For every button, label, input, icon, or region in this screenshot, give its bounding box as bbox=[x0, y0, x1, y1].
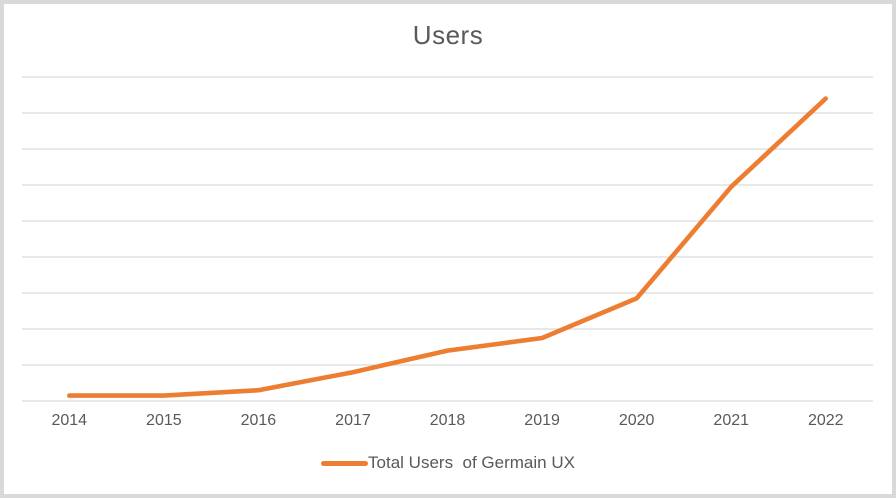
x-axis: 2014 2015 2016 2017 2018 2019 2020 2021 … bbox=[22, 412, 873, 430]
x-axis-label-2020: 2020 bbox=[618, 412, 655, 429]
x-axis-label-2015: 2015 bbox=[146, 412, 182, 429]
chart-legend: Total Users of Germain UX bbox=[0, 453, 896, 473]
x-axis-label-2019: 2019 bbox=[524, 412, 560, 429]
legend-label: Total Users of Germain UX bbox=[368, 453, 575, 472]
x-axis-label-2022: 2022 bbox=[807, 412, 844, 429]
x-axis-label-2018: 2018 bbox=[429, 412, 466, 429]
x-axis-label-2017: 2017 bbox=[335, 412, 371, 429]
legend-line-swatch bbox=[321, 460, 369, 466]
chart-title: Users bbox=[412, 20, 484, 50]
x-axis-label-2016: 2016 bbox=[240, 412, 277, 429]
x-axis-label-2014: 2014 bbox=[51, 412, 88, 429]
series-line-total-users bbox=[67, 96, 829, 398]
x-axis-label-2021: 2021 bbox=[713, 412, 750, 429]
